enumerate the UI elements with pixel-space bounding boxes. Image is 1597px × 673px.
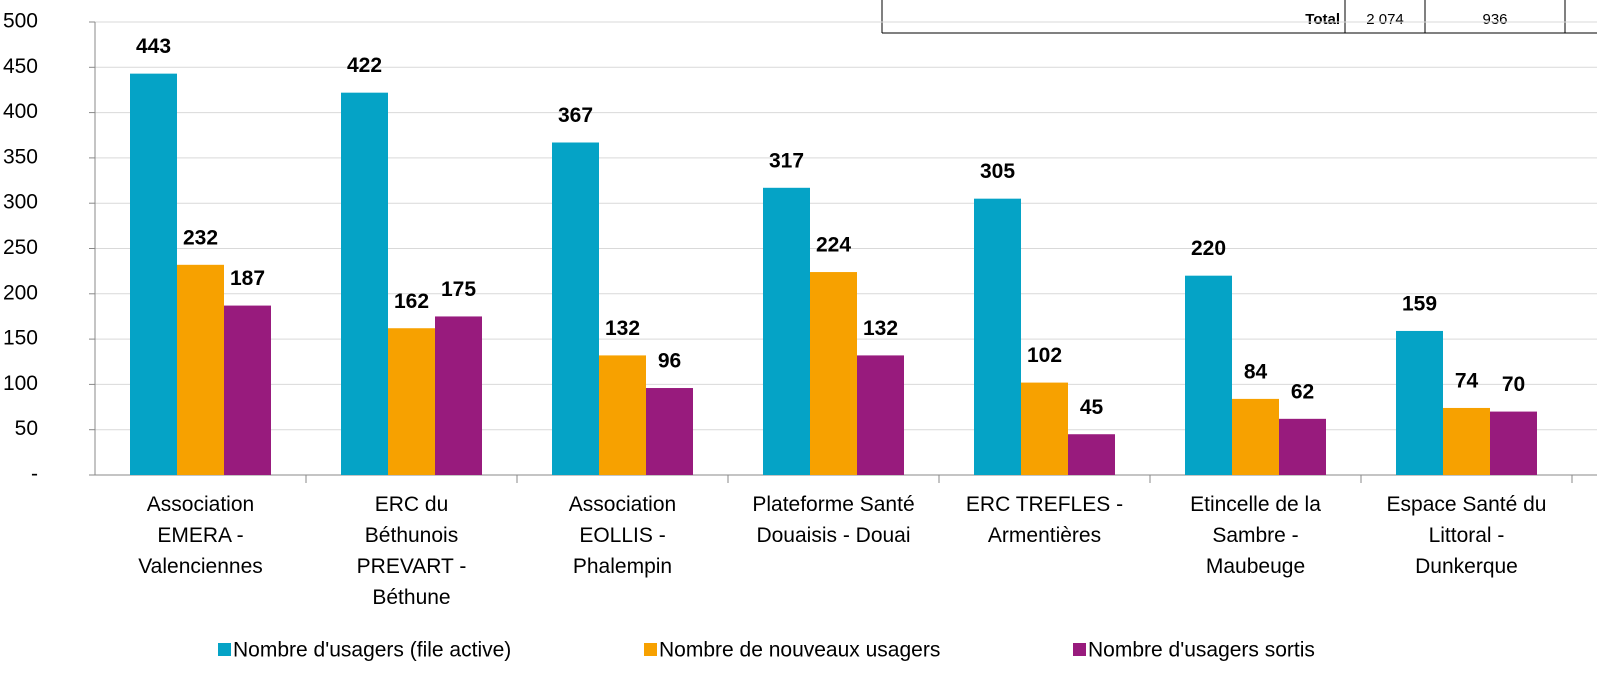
value-label: 84 bbox=[1244, 360, 1268, 383]
legend-label: Nombre de nouveaux usagers bbox=[659, 639, 940, 662]
value-label: 220 bbox=[1191, 237, 1226, 260]
value-label: 367 bbox=[558, 104, 593, 127]
value-label: 132 bbox=[863, 317, 898, 340]
value-label: 96 bbox=[658, 350, 681, 373]
summary-table: Total 2 074 936 bbox=[881, 0, 1597, 34]
y-tick-label: 400 bbox=[3, 100, 38, 123]
value-label: 305 bbox=[980, 160, 1015, 183]
bar bbox=[1443, 407, 1490, 475]
bar bbox=[1396, 330, 1443, 475]
table-value: 2 074 bbox=[1366, 11, 1404, 28]
bar bbox=[810, 272, 857, 475]
bar bbox=[177, 264, 224, 475]
value-label: 74 bbox=[1455, 370, 1479, 393]
value-label: 132 bbox=[605, 317, 640, 340]
bar bbox=[341, 92, 388, 475]
bar bbox=[857, 355, 904, 475]
bar bbox=[1490, 411, 1537, 475]
bar bbox=[763, 187, 810, 475]
value-label: 422 bbox=[347, 54, 382, 77]
legend-swatch bbox=[1073, 643, 1086, 656]
y-tick-label: 350 bbox=[3, 145, 38, 168]
value-label: 102 bbox=[1027, 344, 1062, 367]
y-tick-label: 450 bbox=[3, 55, 38, 78]
y-tick-label: 150 bbox=[3, 327, 38, 350]
y-tick-label: 500 bbox=[3, 10, 38, 33]
bar bbox=[974, 198, 1021, 476]
bar bbox=[552, 142, 599, 476]
bar bbox=[130, 73, 177, 475]
y-tick-label: 300 bbox=[3, 191, 38, 214]
value-label: 187 bbox=[230, 267, 265, 290]
legend-swatch bbox=[218, 643, 231, 656]
bar bbox=[599, 355, 646, 475]
y-tick-label: 250 bbox=[3, 236, 38, 259]
value-label: 224 bbox=[816, 234, 851, 257]
value-label: 443 bbox=[136, 35, 171, 58]
bar bbox=[1279, 418, 1326, 475]
bar bbox=[388, 328, 435, 475]
value-label: 159 bbox=[1402, 292, 1437, 315]
legend-swatch bbox=[644, 643, 657, 656]
x-tick-label: ERC du Béthunois PREVART -Béthune bbox=[357, 493, 467, 609]
table-value: 936 bbox=[1482, 11, 1507, 28]
x-tick-label: Association EOLLIS -Phalempin bbox=[569, 493, 676, 578]
x-tick-label: Association EMERA -Valenciennes bbox=[138, 493, 263, 578]
value-label: 317 bbox=[769, 149, 804, 172]
bar bbox=[646, 388, 693, 475]
bar bbox=[435, 316, 482, 475]
value-label: 45 bbox=[1080, 396, 1104, 419]
y-tick-label: 100 bbox=[3, 372, 38, 395]
y-tick-label: 50 bbox=[15, 417, 38, 440]
bar bbox=[1185, 275, 1232, 475]
legend-label: Nombre d'usagers sortis bbox=[1088, 639, 1315, 662]
table-label: Total bbox=[1305, 11, 1340, 28]
bar bbox=[224, 305, 271, 475]
value-label: 70 bbox=[1502, 373, 1525, 396]
bar bbox=[1068, 434, 1115, 475]
legend-label: Nombre d'usagers (file active) bbox=[233, 639, 511, 662]
bar bbox=[1021, 382, 1068, 475]
value-label: 162 bbox=[394, 290, 429, 313]
x-tick-label: Espace Santé du Littoral -Dunkerque bbox=[1387, 493, 1547, 578]
value-label: 175 bbox=[441, 278, 476, 301]
y-tick-label: 200 bbox=[3, 281, 38, 304]
x-tick-label: Etincelle de la Sambre -Maubeuge bbox=[1190, 493, 1321, 578]
x-tick-label: Plateforme Santé Douaisis - Douai bbox=[752, 493, 914, 547]
value-label: 232 bbox=[183, 226, 218, 249]
y-tick-label: - bbox=[31, 463, 38, 486]
bar bbox=[1232, 398, 1279, 475]
x-tick-label: ERC TREFLES -Armentières bbox=[966, 493, 1123, 547]
value-label: 62 bbox=[1291, 380, 1314, 403]
